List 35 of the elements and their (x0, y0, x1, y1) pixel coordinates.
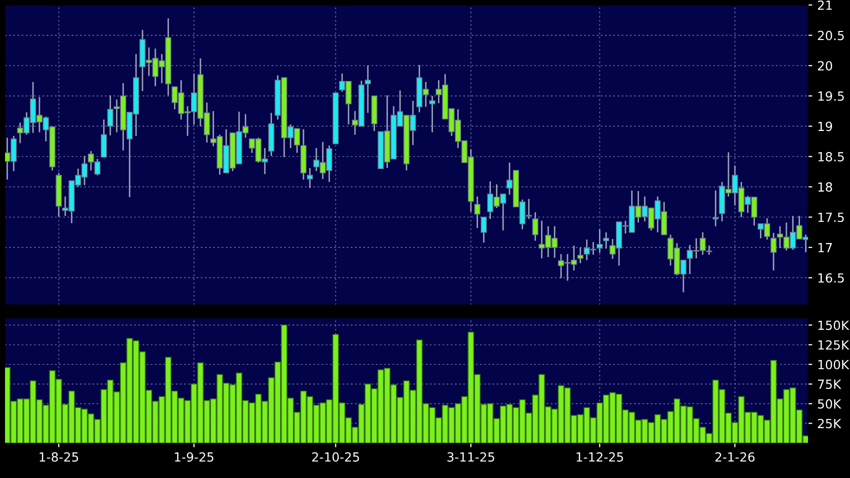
y-tick-label: 17 (818, 243, 832, 252)
y-tick-label: 125K (818, 340, 850, 350)
candlestick (429, 95, 436, 133)
y-tick-label: 17.5 (818, 212, 844, 222)
candlestick (364, 64, 371, 114)
candlestick (306, 167, 313, 189)
candlestick (712, 190, 719, 227)
y-tick-label: 21 (818, 0, 832, 10)
x-tick-label: 2-10-25 (312, 452, 359, 462)
candlestick (770, 232, 777, 272)
y-tick-label: 18.5 (818, 152, 844, 162)
y-tick-label: 100K (818, 360, 850, 370)
x-tick-label: 1-9-25 (174, 452, 214, 462)
candlestick (532, 212, 538, 242)
y-tick-label: 150K (818, 320, 850, 330)
candlestick (577, 246, 584, 264)
y-tick-label: 20 (818, 61, 832, 71)
x-tick-label: 3-11-25 (447, 452, 494, 462)
y-tick-label: 16.5 (818, 273, 844, 283)
y-tick-label: 19 (818, 122, 832, 132)
y-tick-label: 20.5 (818, 30, 844, 40)
candlestick (480, 216, 487, 244)
y-tick-label: 50K (818, 399, 842, 409)
y-tick-label: 75K (818, 380, 842, 389)
candlestick (603, 232, 610, 250)
y-tick-label: 19.5 (818, 91, 844, 101)
y-tick-label: 25K (818, 418, 842, 428)
y-tick-label: 18 (818, 182, 832, 192)
candlestick (107, 94, 114, 136)
x-tick-label: 1-12-25 (576, 452, 623, 462)
x-tick-label: 2-1-26 (715, 452, 755, 462)
candlestick (100, 118, 107, 158)
candlestick (474, 196, 480, 229)
candlestick (596, 228, 603, 254)
x-tick-label: 1-8-25 (40, 452, 78, 462)
